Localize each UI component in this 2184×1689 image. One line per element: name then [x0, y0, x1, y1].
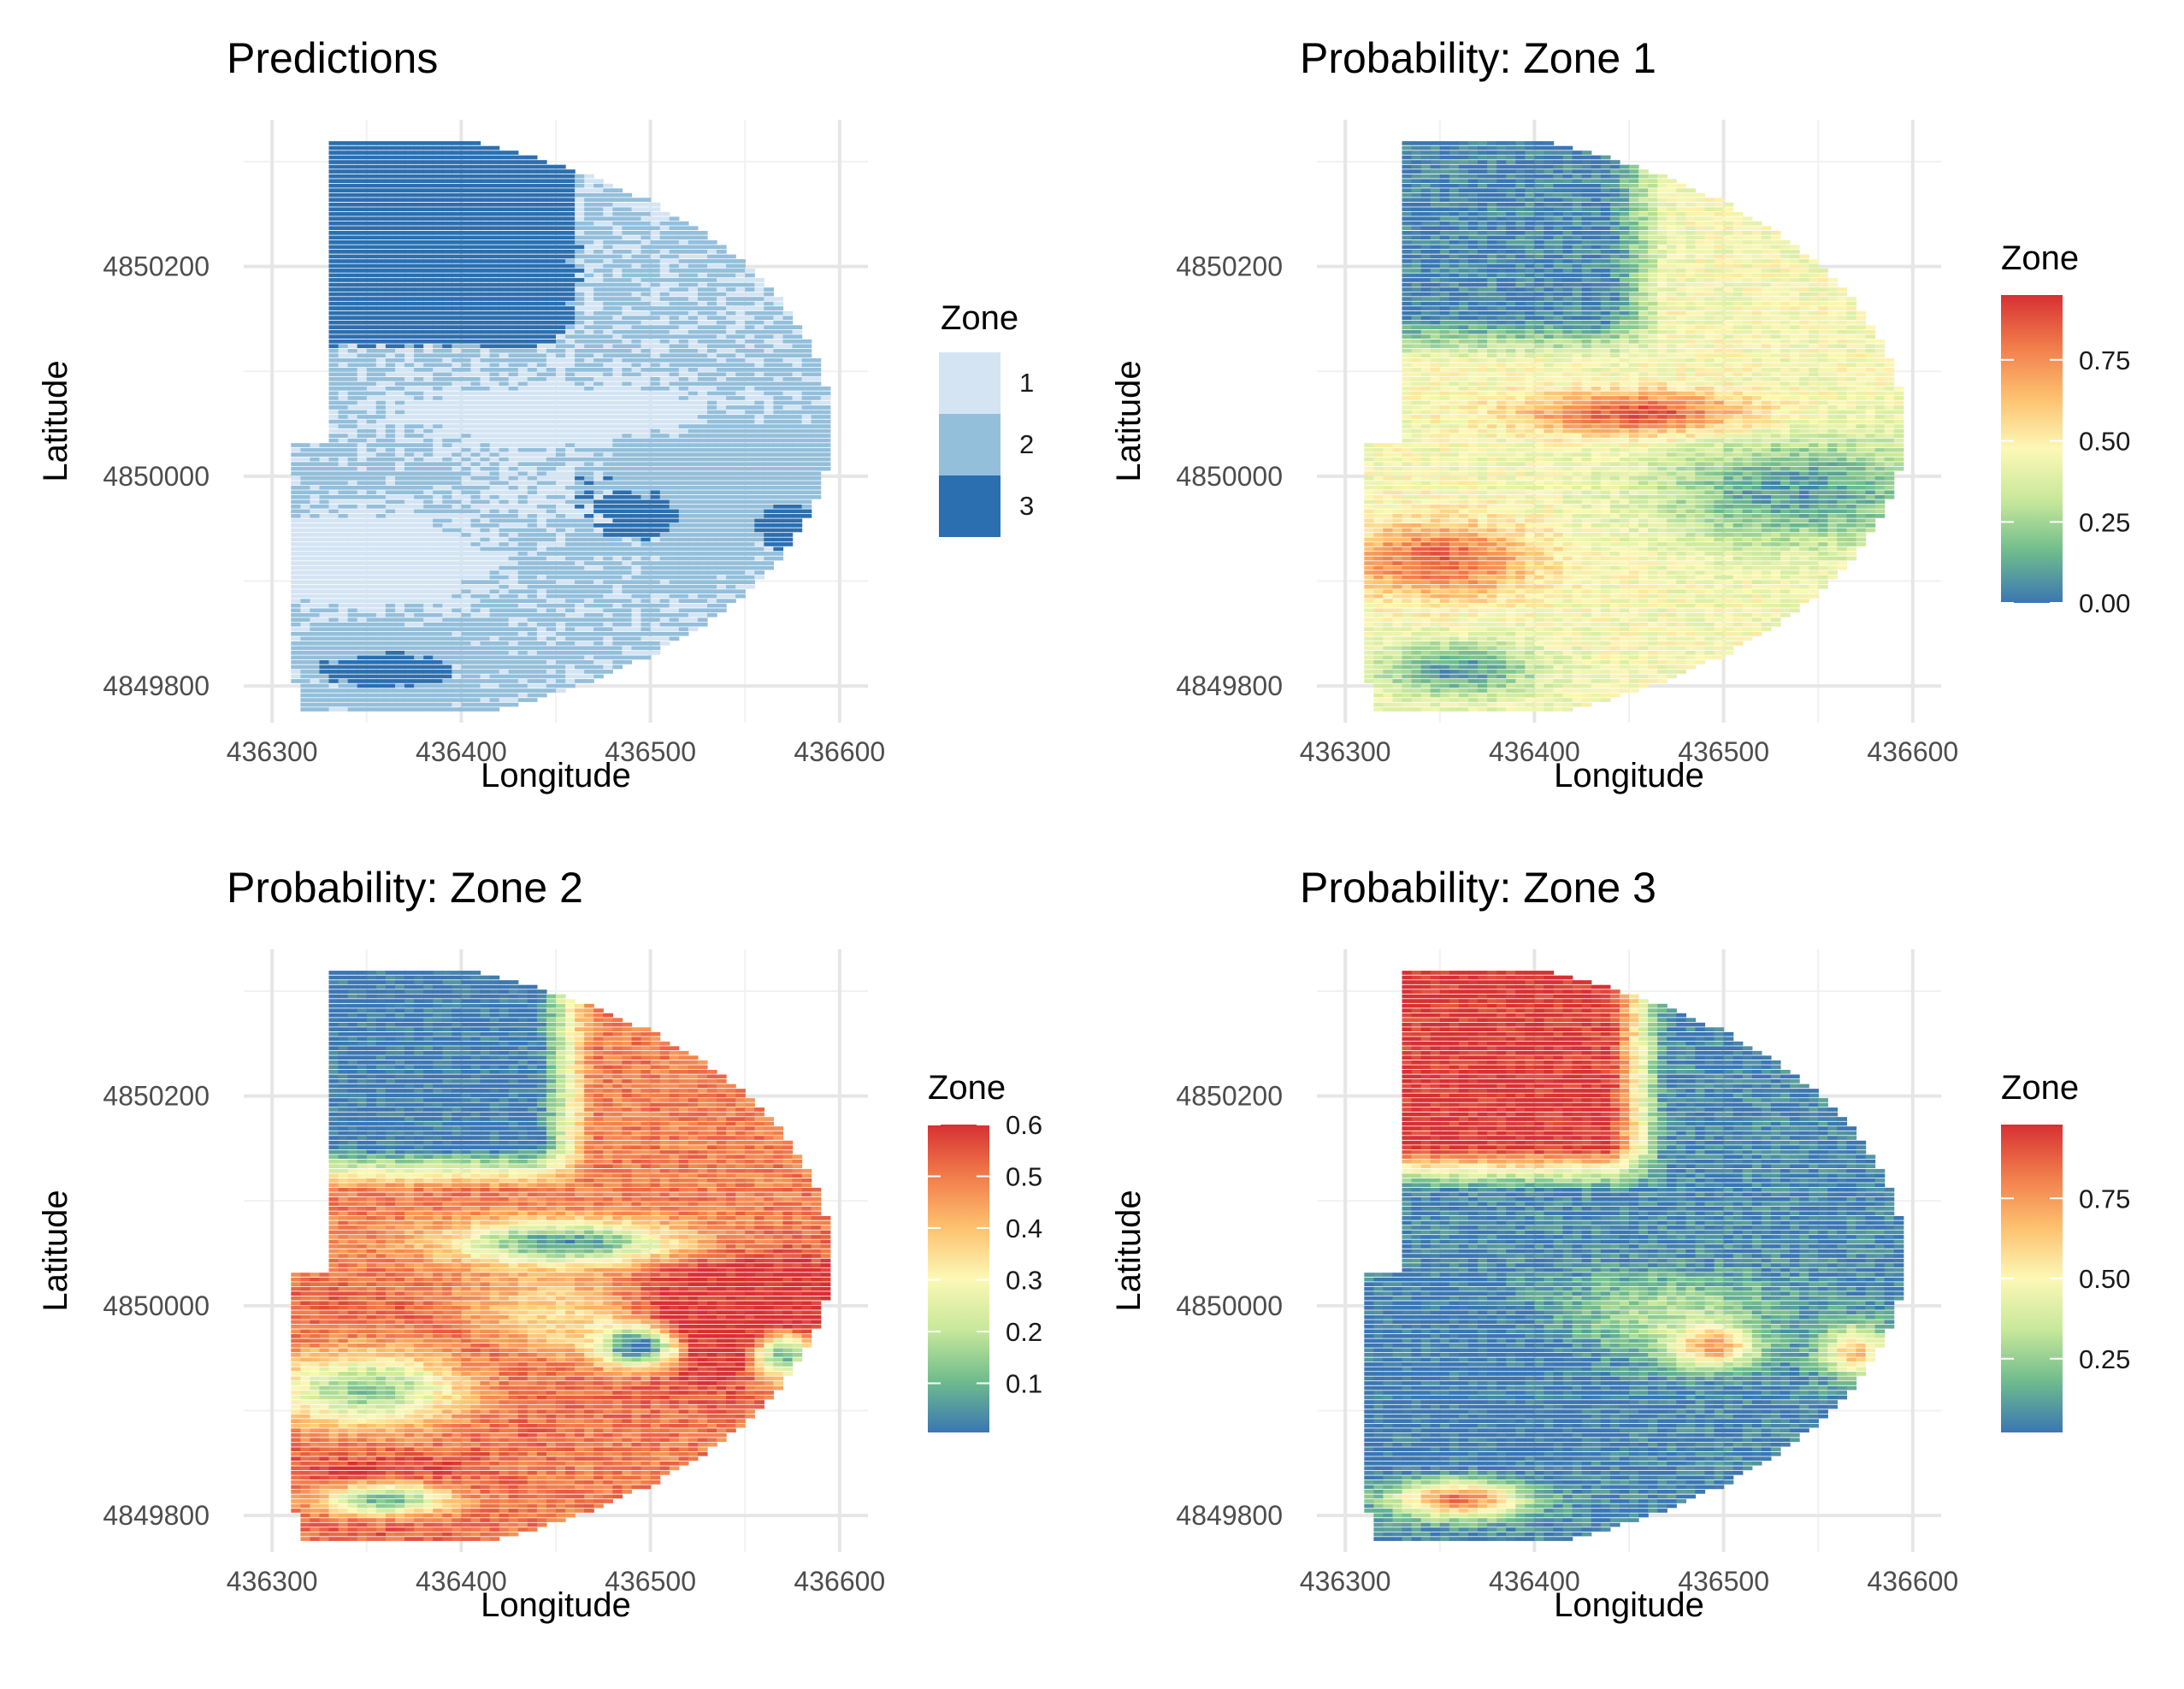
legend-label: 0.50 [2079, 427, 2130, 457]
raster-cells [291, 141, 830, 712]
legend-colorbar [2001, 295, 2063, 603]
chart-title: Probability: Zone 1 [1300, 34, 1656, 82]
y-tick-label: 4850000 [103, 461, 210, 492]
x-axis-title: Longitude [1554, 757, 1704, 794]
x-tick-label: 436300 [1300, 736, 1391, 767]
legend-colorbar [928, 1125, 989, 1432]
y-tick-label: 4849800 [1176, 670, 1283, 701]
chart-title: Probability: Zone 2 [227, 864, 583, 912]
legend-label: 0.25 [2079, 507, 2130, 537]
y-axis-title: Latitude [37, 1190, 74, 1311]
panel-4: 436300 436400 436500 4366004849800485000048… [1110, 864, 2130, 1624]
y-tick-label: 4850000 [103, 1290, 210, 1321]
legend-label: 0.75 [2079, 1184, 2130, 1214]
legend-label: 0.3 [1006, 1266, 1042, 1296]
y-tick-label: 4850200 [103, 251, 210, 282]
y-tick-label: 4849800 [1176, 1500, 1283, 1531]
y-tick-label: 4849800 [103, 1500, 210, 1531]
legend: Zone 0.1 0.2 0.3 0.4 0.5 0.6 [928, 1069, 1042, 1432]
legend-key [939, 352, 1001, 414]
raster-cells [1364, 141, 1904, 712]
x-tick-label: 436300 [1300, 1566, 1391, 1597]
legend-label: 3 [1019, 491, 1034, 521]
legend-label: 2 [1019, 429, 1034, 459]
legend-label: 0.6 [1006, 1110, 1042, 1140]
raster-cells [291, 971, 830, 1541]
legend: Zone 0.00 0.25 0.50 0.75 [2001, 239, 2130, 618]
x-tick-label: 436300 [227, 736, 318, 767]
y-tick-label: 4850200 [103, 1081, 210, 1112]
y-tick-label: 4850200 [1176, 251, 1283, 282]
panel-3: 436300 436400 436500 4366004849800485000048… [37, 864, 1042, 1624]
x-tick-label: 436600 [1867, 736, 1958, 767]
y-tick-label: 4849800 [103, 670, 210, 701]
x-tick-label: 436600 [794, 736, 885, 767]
legend-title: Zone [941, 299, 1018, 337]
panel-2: 436300 436400 436500 4366004849800485000048… [1110, 34, 2130, 794]
legend-key [939, 414, 1001, 475]
y-axis-title: Latitude [1110, 360, 1148, 481]
legend-label: 0.25 [2079, 1344, 2130, 1374]
legend-label: 0.00 [2079, 588, 2130, 618]
y-tick-label: 4850000 [1176, 1290, 1283, 1321]
legend-title: Zone [928, 1069, 1006, 1107]
x-tick-label: 436600 [1867, 1566, 1958, 1597]
chart-title: Probability: Zone 3 [1300, 864, 1656, 912]
x-axis-title: Longitude [481, 757, 631, 794]
legend-title: Zone [2001, 239, 2079, 277]
x-tick-label: 436300 [227, 1566, 318, 1597]
legend-label: 0.50 [2079, 1264, 2130, 1294]
legend-label: 0.5 [1006, 1162, 1042, 1192]
panel-1: 436300 436400 436500 4366004849800485000048… [37, 34, 1034, 794]
legend-key [939, 475, 1001, 537]
legend-title: Zone [2001, 1069, 2079, 1107]
legend-label: 0.2 [1006, 1317, 1042, 1347]
x-axis-title: Longitude [481, 1586, 631, 1624]
y-tick-label: 4850200 [1176, 1081, 1283, 1112]
legend: Zone 0.25 0.50 0.75 [2001, 1069, 2130, 1432]
y-axis-title: Latitude [1110, 1190, 1148, 1311]
legend-label: 1 [1019, 368, 1034, 398]
legend-label: 0.1 [1006, 1369, 1042, 1399]
y-axis-title: Latitude [37, 360, 74, 481]
legend-label: 0.4 [1006, 1214, 1042, 1243]
y-tick-label: 4850000 [1176, 461, 1283, 492]
x-tick-label: 436600 [794, 1566, 885, 1597]
x-axis-title: Longitude [1554, 1586, 1704, 1624]
raster-cells [1364, 971, 1904, 1541]
legend-label: 0.75 [2079, 345, 2130, 375]
chart-title: Predictions [227, 34, 438, 82]
legend: Zone 1 2 3 [939, 299, 1034, 537]
